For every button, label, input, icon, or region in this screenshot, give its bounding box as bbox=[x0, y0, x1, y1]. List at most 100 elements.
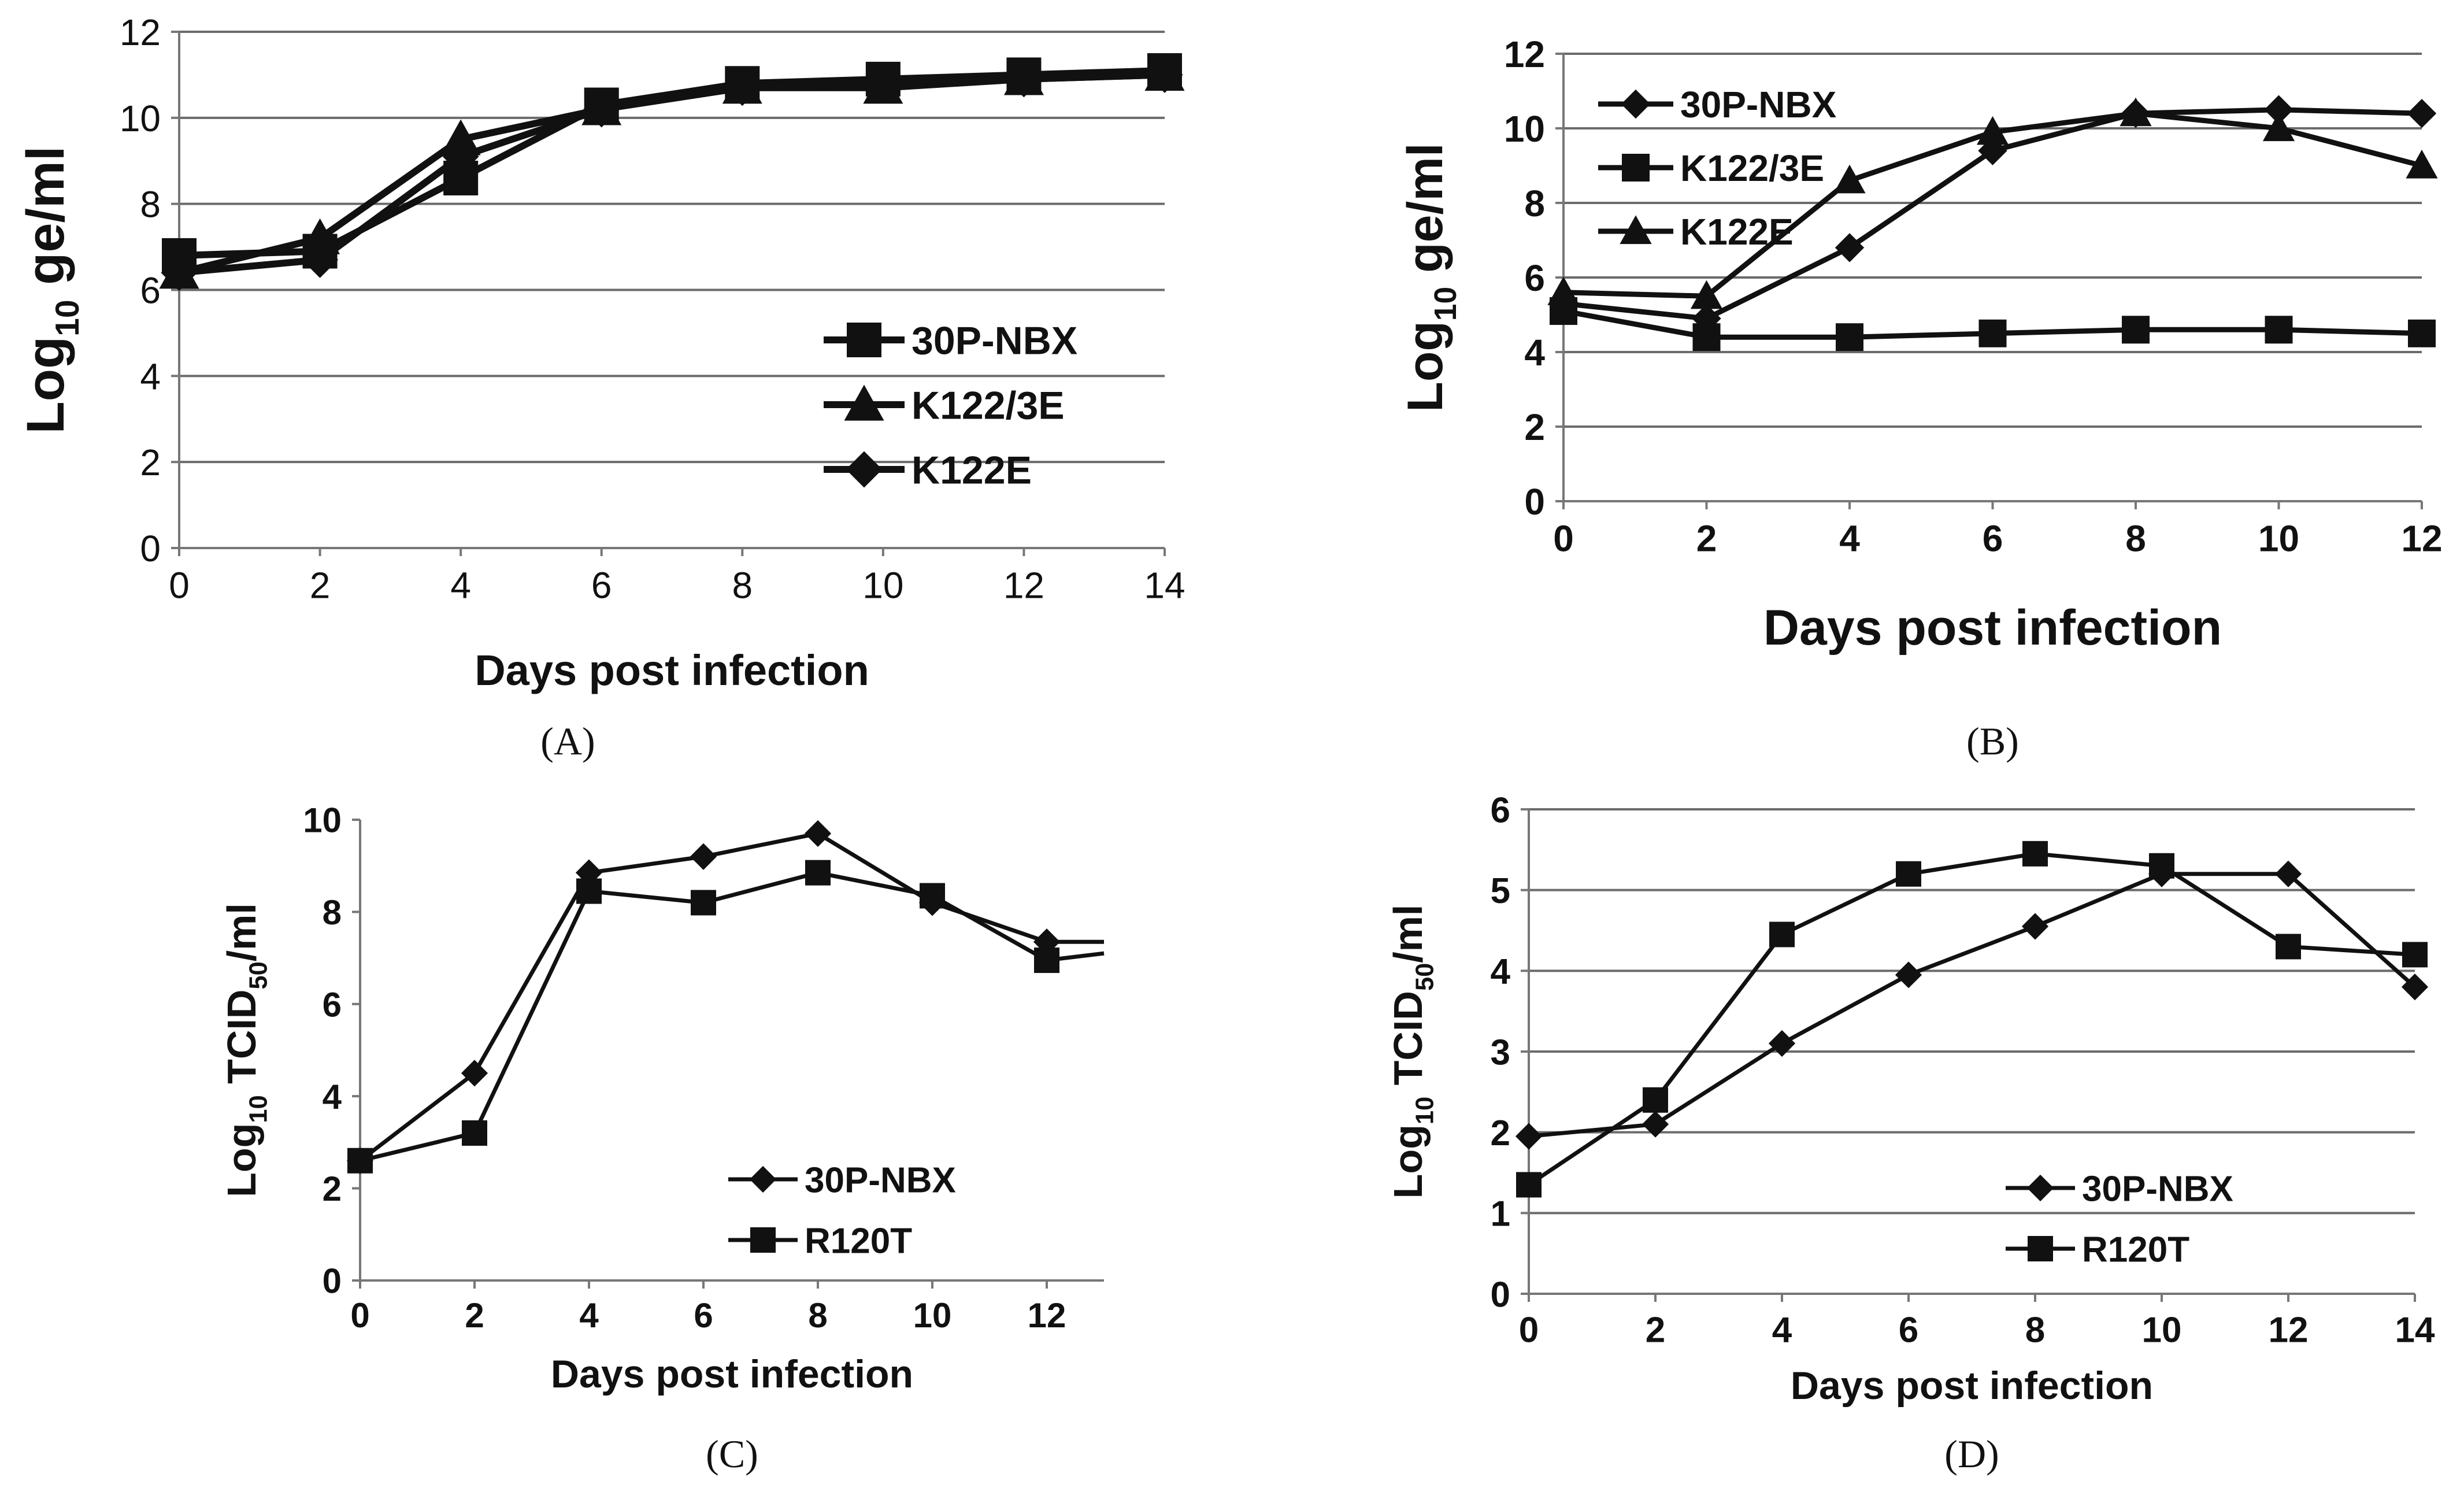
y-tick-label: 0 bbox=[140, 528, 161, 569]
x-tick-label: 10 bbox=[2258, 517, 2299, 559]
y-tick-label: 5 bbox=[1491, 871, 1510, 911]
legend-marker bbox=[1622, 154, 1650, 182]
legend-label: K122/3E bbox=[1680, 147, 1824, 189]
chart-panel-2: 0 2 4 6 8 10 12 0 2 4 6 8 10 12 Days post infection Log… bbox=[1398, 34, 2443, 763]
data-point bbox=[1978, 319, 2007, 347]
y-tick-label: 8 bbox=[1524, 183, 1545, 224]
legend-label: R120T bbox=[2082, 1230, 2189, 1269]
series-line-r120t bbox=[360, 871, 1105, 1163]
x-tick-label: 4 bbox=[1839, 517, 1860, 559]
x-tick-label: 6 bbox=[1899, 1311, 1918, 1350]
data-point bbox=[576, 878, 602, 904]
x-tick-label: 6 bbox=[694, 1296, 713, 1335]
x-tick-label: 14 bbox=[1144, 564, 1185, 606]
data-point bbox=[805, 860, 831, 886]
data-point bbox=[2264, 95, 2293, 124]
x-tick-label: 2 bbox=[465, 1296, 484, 1335]
x-tick-label: 8 bbox=[808, 1296, 827, 1335]
data-point bbox=[302, 241, 339, 278]
data-point bbox=[724, 69, 761, 106]
legend-marker bbox=[750, 1227, 776, 1253]
legend-marker bbox=[844, 384, 884, 421]
x-tick-label: 2 bbox=[1646, 1311, 1665, 1350]
series-line-r120t bbox=[1528, 852, 2415, 1187]
data-point bbox=[2274, 860, 2302, 887]
legend-label: 30P-NBX bbox=[2082, 1169, 2233, 1209]
data-point bbox=[1515, 1123, 1543, 1150]
x-tick-label: 10 bbox=[913, 1296, 952, 1335]
data-point bbox=[2276, 934, 2301, 960]
data-point bbox=[2021, 913, 2049, 940]
x-tick-label: 10 bbox=[862, 564, 903, 606]
data-point bbox=[462, 1120, 487, 1146]
data-point bbox=[1978, 136, 2007, 165]
x-axis-label: Days post infection bbox=[1791, 1364, 2153, 1408]
x-tick-label: 8 bbox=[2125, 517, 2146, 559]
y-tick-label: 2 bbox=[1491, 1113, 1510, 1153]
data-point bbox=[442, 138, 479, 175]
data-point bbox=[1516, 1172, 1542, 1198]
y-tick-label: 6 bbox=[323, 985, 342, 1024]
y-tick-label: 4 bbox=[1491, 952, 1511, 992]
x-tick-label: 12 bbox=[1028, 1296, 1066, 1335]
y-tick-label: 1 bbox=[1491, 1194, 1510, 1234]
y-tick-label: 8 bbox=[323, 893, 342, 932]
x-tick-label: 12 bbox=[2401, 517, 2442, 559]
panel-label: (B) bbox=[1966, 719, 2019, 763]
data-point bbox=[461, 1060, 488, 1087]
x-tick-label: 0 bbox=[1553, 517, 1574, 559]
data-point bbox=[440, 119, 481, 156]
chart-panel-1: 0 2 4 6 8 10 12 0 2 4 6 8 10 12 14 Days post infection L… bbox=[16, 12, 1185, 763]
x-tick-label: 0 bbox=[1519, 1311, 1539, 1350]
data-point bbox=[1895, 961, 1922, 989]
data-point bbox=[920, 883, 945, 909]
y-tick-label: 2 bbox=[140, 442, 161, 483]
legend-label: K122/3E bbox=[912, 383, 1065, 427]
data-point bbox=[1976, 116, 2009, 145]
data-point bbox=[2262, 112, 2295, 142]
y-tick-label: 0 bbox=[323, 1262, 342, 1301]
data-point bbox=[2022, 841, 2048, 867]
data-point bbox=[1034, 947, 1059, 974]
y-tick-label: 4 bbox=[323, 1078, 342, 1116]
data-point bbox=[1835, 233, 1865, 262]
data-point bbox=[1033, 928, 1061, 956]
y-axis-label: Log10 ge/ml bbox=[1398, 143, 1463, 412]
data-point bbox=[583, 91, 620, 128]
x-tick-label: 2 bbox=[1696, 517, 1717, 559]
legend-marker bbox=[847, 323, 881, 357]
data-point bbox=[1642, 1111, 1669, 1138]
y-tick-label: 2 bbox=[1524, 406, 1545, 448]
legend-marker bbox=[1620, 215, 1652, 245]
data-point bbox=[1692, 303, 1721, 334]
series-line-30p-nbx bbox=[1528, 872, 2417, 1139]
panel-label: (D) bbox=[1944, 1432, 1999, 1476]
x-tick-label: 12 bbox=[1003, 564, 1044, 606]
x-tick-label: 6 bbox=[1983, 517, 2003, 559]
y-tick-label: 10 bbox=[1504, 108, 1545, 150]
data-point bbox=[2407, 99, 2437, 128]
data-point bbox=[1146, 56, 1183, 93]
x-axis-label: Days post infection bbox=[475, 646, 869, 694]
data-point bbox=[2265, 316, 2293, 344]
data-point bbox=[691, 890, 716, 916]
y-axis-label: Log10 TCID50/ml bbox=[219, 903, 273, 1197]
y-tick-label: 6 bbox=[140, 270, 161, 312]
data-point bbox=[2401, 974, 2429, 1001]
data-point bbox=[2120, 97, 2152, 127]
legend-marker bbox=[1621, 89, 1651, 119]
data-point bbox=[300, 218, 340, 254]
y-axis-label: Log10 ge/ml bbox=[16, 146, 86, 434]
legend-marker bbox=[2028, 1236, 2053, 1261]
legend-label: 30P-NBX bbox=[912, 319, 1077, 362]
y-tick-label: 4 bbox=[140, 356, 161, 397]
x-tick-label: 8 bbox=[2025, 1311, 2045, 1350]
y-tick-label: 6 bbox=[1491, 790, 1510, 830]
y-tick-label: 8 bbox=[140, 184, 161, 225]
data-point bbox=[1768, 1030, 1796, 1057]
panel-label: (C) bbox=[706, 1432, 758, 1476]
data-point bbox=[1692, 323, 1721, 351]
y-axis-label: Log10 TCID50/ml bbox=[1385, 905, 1439, 1199]
data-point bbox=[2149, 853, 2174, 879]
